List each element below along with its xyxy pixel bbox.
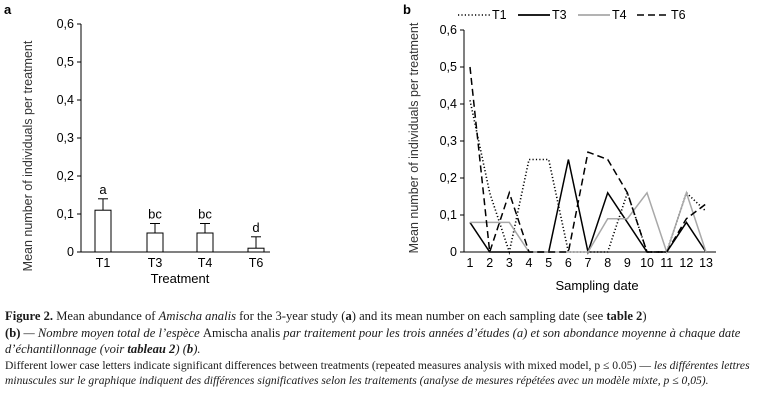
caption-note-en: Different lower case letters indicate si… xyxy=(5,359,637,372)
caption-figure-label: Figure 2. xyxy=(5,309,54,323)
panel-b-x-tick-label: 3 xyxy=(506,256,513,270)
panel-b-x-tick-label: 7 xyxy=(585,256,592,270)
figure-caption: Figure 2. Mean abundance of Amischa anal… xyxy=(5,308,761,358)
series-line-T1 xyxy=(469,100,707,256)
legend-label-T1: T1 xyxy=(492,8,507,22)
panel-b-x-axis-label: Sampling date xyxy=(555,278,638,293)
caption-text: Mean abundance of xyxy=(53,309,159,323)
bar-T1 xyxy=(94,209,112,253)
panel-b-x-tick-label: 2 xyxy=(486,256,493,270)
panel-b-y-tick-label: 0,6 xyxy=(440,23,457,37)
panel-a-y-tick-label: 0,4 xyxy=(57,93,74,107)
significance-letter-T1: a xyxy=(99,182,107,197)
panel-a-y-tick-label: 0,2 xyxy=(57,169,74,183)
panel-a-y-tick-label: 0,5 xyxy=(57,55,74,69)
caption-species-fr: Amischa analis xyxy=(202,325,281,340)
caption-panel-ref-fr: b xyxy=(186,342,194,356)
caption-note: Different lower case letters indicate si… xyxy=(5,358,761,388)
x-tick-label-T3: T3 xyxy=(148,256,163,270)
caption-text-fr: ) ( xyxy=(175,342,187,356)
bar-T6 xyxy=(247,247,265,253)
panel-b-y-tick-label: 0,4 xyxy=(440,97,457,111)
panel-a-y-tick-label: 0,6 xyxy=(57,17,74,31)
caption-table-ref-fr: tableau 2 xyxy=(127,342,176,356)
panel-b-x-tick-label: 10 xyxy=(640,256,654,270)
bar-T3 xyxy=(146,232,164,253)
legend-label-T6: T6 xyxy=(671,8,686,22)
series-line-T6 xyxy=(469,66,707,253)
caption-panel-ref: (b) xyxy=(5,325,21,340)
panel-a-y-tick-label: 0,1 xyxy=(57,207,74,221)
caption-note-sep: — xyxy=(636,359,654,372)
significance-letter-T3: bc xyxy=(148,207,162,222)
panel-b-x-tick-label: 8 xyxy=(604,256,611,270)
caption-text-fr: par traitement pour les trois années d’é… xyxy=(5,325,741,357)
x-tick-label-T4: T4 xyxy=(198,256,213,270)
series-line-T4 xyxy=(470,190,707,255)
panel-b-y-tick-label: 0 xyxy=(450,245,457,259)
panel-a-bar-chart: a Mean number of individuals per treatme… xyxy=(4,2,270,286)
x-tick-label-T1: T1 xyxy=(96,256,111,270)
panel-b-y-tick-label: 0,3 xyxy=(440,134,457,148)
panel-a-x-axis-label: Treatment xyxy=(151,271,210,286)
panel-b-y-axis-label: Mean number of individuals per treatment xyxy=(407,22,421,253)
panel-b-x-tick-label: 12 xyxy=(679,256,693,270)
significance-letter-T4: bc xyxy=(198,207,212,222)
bar-T4 xyxy=(196,232,214,253)
panel-a-y-tick-label: 0,3 xyxy=(57,131,74,145)
panel-b-x-tick-label: 1 xyxy=(467,256,474,270)
caption-table-ref: table 2 xyxy=(606,309,643,323)
figure-2: a Mean number of individuals per treatme… xyxy=(4,2,716,293)
panel-b-x-tick-label: 6 xyxy=(565,256,572,270)
significance-letter-T6: d xyxy=(252,220,259,235)
caption-text: ) xyxy=(642,309,647,323)
caption-text: ) and its mean number on each sampling d… xyxy=(351,309,607,323)
panel-b-x-tick-label: 13 xyxy=(699,256,713,270)
panel-b-x-tick-label: 4 xyxy=(526,256,533,270)
panel-b-legend: T1 T3 T4 T6 xyxy=(458,8,686,22)
legend-label-T3: T3 xyxy=(552,8,567,22)
x-tick-label-T6: T6 xyxy=(249,256,264,270)
panel-a-y-axis-label: Mean number of individuals per treatment xyxy=(21,40,35,271)
caption-species: Amischa analis xyxy=(158,309,236,323)
caption-text: for the 3-year study ( xyxy=(235,309,346,323)
caption-text-fr: — Nombre moyen total de l’espèce xyxy=(20,325,203,340)
caption-panel-ref: a xyxy=(345,309,352,323)
panel-a-y-tick-label: 0 xyxy=(67,245,74,259)
caption-note-fr: les différentes lettres minuscules sur l… xyxy=(5,359,750,387)
legend-label-T4: T4 xyxy=(612,8,627,22)
panel-b-y-tick-label: 0,1 xyxy=(440,208,457,222)
panel-b-x-tick-label: 9 xyxy=(624,256,631,270)
panel-a-label: a xyxy=(4,2,12,17)
caption-text-fr: ). xyxy=(193,342,201,356)
panel-b-label: b xyxy=(403,2,411,17)
panel-b-x-tick-label: 5 xyxy=(545,256,552,270)
panel-b-y-tick-label: 0,2 xyxy=(440,171,457,185)
panel-b-x-tick-label: 11 xyxy=(660,256,673,270)
panel-b-line-chart: b Mean number of individuals per treatme… xyxy=(403,2,716,293)
panel-b-y-tick-label: 0,5 xyxy=(440,60,457,74)
